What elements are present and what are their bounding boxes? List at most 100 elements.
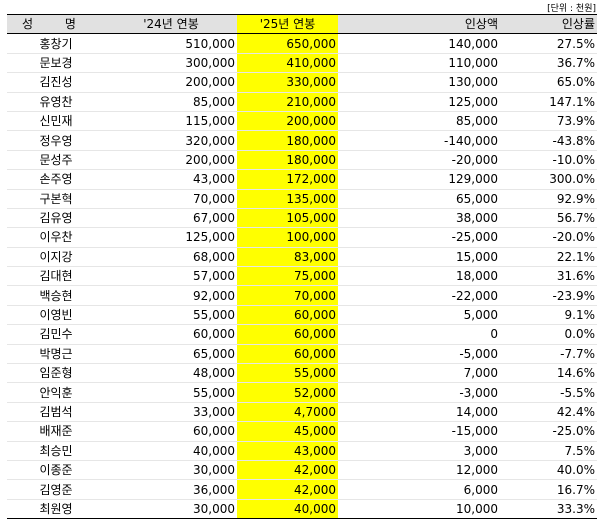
cell-salary-2025: 55,000 — [237, 363, 338, 383]
cell-salary-2024: 36,000 — [193, 482, 235, 497]
cell-salary-2025: 172,000 — [237, 169, 338, 190]
cell-increase-amount: 0 — [490, 327, 498, 342]
cell-salary-2025: 105,000 — [237, 208, 338, 228]
table-row: 김진성 200,000 330,000 130,000 65.0% — [7, 72, 597, 93]
table-row: 임준형 48,000 55,000 7,000 14.6% — [7, 363, 597, 383]
cell-salary-2025: 83,000 — [237, 247, 338, 267]
header-salary-2024: '24년 연봉 — [143, 17, 199, 32]
cell-increase-rate: 16.7% — [556, 482, 595, 497]
cell-increase-rate: 31.6% — [556, 269, 595, 284]
cell-increase-amount: -5,000 — [459, 346, 498, 361]
cell-increase-rate: 56.7% — [556, 211, 595, 226]
cell-salary-2025: 210,000 — [237, 92, 338, 112]
cell-increase-amount: 125,000 — [448, 94, 498, 109]
cell-salary-2024: 65,000 — [193, 346, 235, 361]
table-row: 김민수 60,000 60,000 0 0.0% — [7, 324, 597, 345]
cell-increase-rate: -23.9% — [552, 288, 595, 303]
cell-name: 백승현 — [39, 288, 73, 303]
cell-increase-amount: 110,000 — [448, 55, 498, 70]
cell-name: 신민재 — [39, 114, 73, 129]
table-row: 배재준 60,000 45,000 -15,000 -25.0% — [7, 421, 597, 442]
table-row: 문보경 300,000 410,000 110,000 36.7% — [7, 53, 597, 73]
cell-increase-rate: 7.5% — [564, 443, 596, 458]
table-row: 안익훈 55,000 52,000 -3,000 -5.5% — [7, 382, 597, 403]
cell-increase-amount: 6,000 — [463, 482, 498, 497]
cell-increase-rate: -10.0% — [552, 152, 595, 167]
table-row: 구본혁 70,000 135,000 65,000 92.9% — [7, 189, 597, 209]
cell-salary-2024: 92,000 — [193, 288, 235, 303]
table-row: 이지강 68,000 83,000 15,000 22.1% — [7, 247, 597, 267]
cell-increase-rate: 147.1% — [549, 94, 595, 109]
cell-increase-amount: 3,000 — [463, 443, 498, 458]
salary-table: 성 명 '24년 연봉 '25년 연봉 인상액 인상률 홍창기 510,000 65… — [7, 14, 597, 519]
cell-increase-rate: 22.1% — [556, 249, 595, 264]
cell-salary-2024: 320,000 — [185, 133, 235, 148]
table-row: 정우영 320,000 180,000 -140,000 -43.8% — [7, 130, 597, 151]
cell-increase-amount: -3,000 — [459, 385, 498, 400]
cell-salary-2024: 68,000 — [193, 249, 235, 264]
cell-salary-2024: 70,000 — [193, 191, 235, 206]
cell-salary-2025: 52,000 — [237, 382, 338, 403]
cell-salary-2025: 4,7000 — [237, 402, 338, 422]
cell-salary-2025: 42,000 — [237, 479, 338, 500]
table-row: 이종준 30,000 42,000 12,000 40.0% — [7, 460, 597, 480]
table-row: 김영준 36,000 42,000 6,000 16.7% — [7, 479, 597, 500]
cell-increase-amount: -140,000 — [444, 133, 498, 148]
table-row: 이우찬 125,000 100,000 -25,000 -20.0% — [7, 227, 597, 248]
table-row: 문성주 200,000 180,000 -20,000 -10.0% — [7, 150, 597, 170]
cell-salary-2025: 60,000 — [237, 344, 338, 364]
cell-increase-amount: 65,000 — [456, 191, 498, 206]
cell-salary-2024: 30,000 — [193, 501, 235, 516]
cell-salary-2024: 200,000 — [185, 75, 235, 90]
cell-salary-2024: 200,000 — [185, 152, 235, 167]
cell-salary-2024: 115,000 — [185, 114, 235, 129]
cell-increase-rate: 36.7% — [556, 55, 595, 70]
cell-name: 최승민 — [39, 443, 73, 458]
cell-name: 임준형 — [39, 366, 73, 381]
cell-increase-amount: 129,000 — [448, 172, 498, 187]
cell-increase-rate: 9.1% — [564, 308, 596, 323]
cell-salary-2024: 55,000 — [193, 308, 235, 323]
cell-name: 문성주 — [39, 152, 73, 167]
header-row: 성 명 '24년 연봉 '25년 연봉 인상액 인상률 — [7, 14, 597, 34]
table-body: 홍창기 510,000 650,000 140,000 27.5% 문보경 300,000 4… — [7, 33, 597, 519]
cell-increase-amount: 15,000 — [456, 249, 498, 264]
table-row: 박명근 65,000 60,000 -5,000 -7.7% — [7, 344, 597, 364]
cell-name: 김영준 — [39, 482, 73, 497]
cell-increase-amount: 38,000 — [456, 211, 498, 226]
header-salary-2025: '25년 연봉 — [237, 14, 338, 34]
cell-name: 이지강 — [39, 249, 73, 264]
table-row: 최원영 30,000 40,000 10,000 33.3% — [7, 499, 597, 519]
cell-name: 김민수 — [39, 327, 73, 342]
cell-salary-2025: 42,000 — [237, 460, 338, 480]
cell-name: 배재준 — [39, 424, 73, 439]
cell-increase-rate: -43.8% — [552, 133, 595, 148]
cell-salary-2025: 180,000 — [237, 150, 338, 170]
cell-salary-2025: 180,000 — [237, 130, 338, 151]
header-increase-rate: 인상률 — [561, 17, 595, 32]
cell-salary-2024: 43,000 — [193, 172, 235, 187]
cell-increase-rate: 33.3% — [556, 501, 595, 516]
table-row: 홍창기 510,000 650,000 140,000 27.5% — [7, 33, 597, 54]
cell-increase-rate: 42.4% — [556, 405, 595, 419]
cell-salary-2025: 650,000 — [237, 33, 338, 54]
table-row: 손주영 43,000 172,000 129,000 300.0% — [7, 169, 597, 190]
cell-increase-rate: 14.6% — [556, 366, 595, 381]
table-row: 유영찬 85,000 210,000 125,000 147.1% — [7, 92, 597, 112]
cell-salary-2024: 300,000 — [185, 55, 235, 70]
cell-increase-amount: 85,000 — [456, 114, 498, 129]
cell-name: 정우영 — [39, 133, 73, 148]
cell-increase-amount: 14,000 — [456, 405, 498, 419]
cell-name: 이종준 — [39, 463, 73, 478]
cell-salary-2024: 85,000 — [193, 94, 235, 109]
cell-increase-amount: 140,000 — [448, 36, 498, 51]
cell-increase-rate: 40.0% — [556, 463, 595, 478]
cell-increase-rate: 92.9% — [556, 191, 595, 206]
cell-name: 김대현 — [39, 269, 73, 284]
cell-name: 문보경 — [39, 55, 73, 70]
cell-name: 박명근 — [39, 346, 73, 361]
cell-salary-2025: 100,000 — [237, 227, 338, 248]
table-row: 신민재 115,000 200,000 85,000 73.9% — [7, 111, 597, 131]
cell-salary-2025: 43,000 — [237, 441, 338, 461]
cell-increase-rate: 65.0% — [556, 75, 595, 90]
